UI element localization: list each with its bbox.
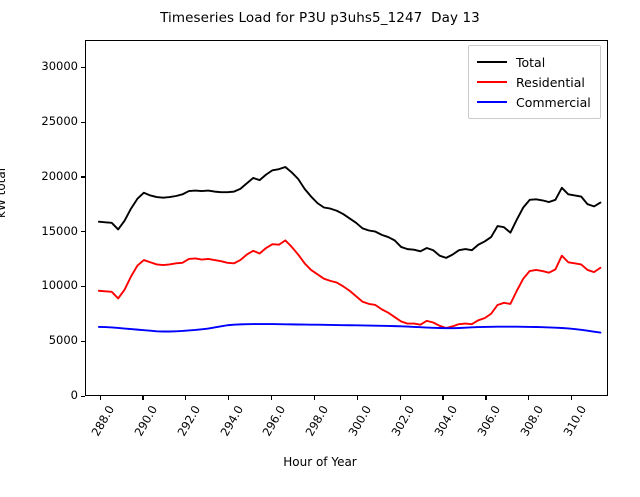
x-axis-label: Hour of Year <box>283 455 357 469</box>
y-tick-label: 10000 <box>41 278 78 293</box>
legend-item-total: Total <box>477 52 591 72</box>
legend-swatch-residential <box>477 81 507 83</box>
x-tick-mark <box>270 396 273 400</box>
legend-swatch-total <box>477 61 507 63</box>
y-tick-label: 25000 <box>41 114 78 129</box>
y-tick-mark <box>81 340 85 342</box>
x-tick-mark <box>528 396 530 400</box>
legend-swatch-commercial <box>477 101 507 103</box>
y-tick-mark <box>81 121 85 123</box>
legend-item-commercial: Commercial <box>477 92 591 112</box>
y-axis-label: kW total <box>0 167 8 218</box>
series-canvas <box>97 166 602 334</box>
y-tick-mark <box>81 231 85 233</box>
series-line-total <box>97 166 602 259</box>
x-tick-mark <box>142 396 144 400</box>
x-tick-mark <box>356 396 358 400</box>
chart-figure: Timeseries Load for P3U p3uhs5_1247 Day … <box>0 10 608 469</box>
y-tick-mark <box>81 176 85 178</box>
series-line-residential <box>97 239 602 329</box>
chart-title: Timeseries Load for P3U p3uhs5_1247 Day … <box>160 10 480 26</box>
x-tick-mark <box>571 396 573 400</box>
y-tick-mark <box>81 285 85 288</box>
y-tick-label: 15000 <box>41 223 78 238</box>
y-tick-label: 20000 <box>41 168 78 183</box>
y-tick-label: 5000 <box>48 333 78 348</box>
legend-label: Residential <box>516 74 585 90</box>
y-tick-label: 0 <box>70 388 78 402</box>
x-tick-mark <box>185 396 187 400</box>
x-tick-mark <box>442 396 444 400</box>
x-tick-mark <box>313 396 316 400</box>
legend-label: Commercial <box>516 94 591 110</box>
x-tick-mark <box>228 396 230 400</box>
x-tick-mark <box>399 396 401 400</box>
y-tick-mark <box>81 395 85 397</box>
series-line-commercial <box>97 323 602 334</box>
y-tick-label: 30000 <box>41 59 78 74</box>
legend-label: Total <box>516 54 546 70</box>
x-tick-mark <box>485 396 487 400</box>
y-tick-mark <box>81 66 85 69</box>
chart-legend: Total Residential Commercial <box>468 45 601 119</box>
legend-item-residential: Residential <box>477 72 591 92</box>
x-tick-mark <box>99 396 101 400</box>
